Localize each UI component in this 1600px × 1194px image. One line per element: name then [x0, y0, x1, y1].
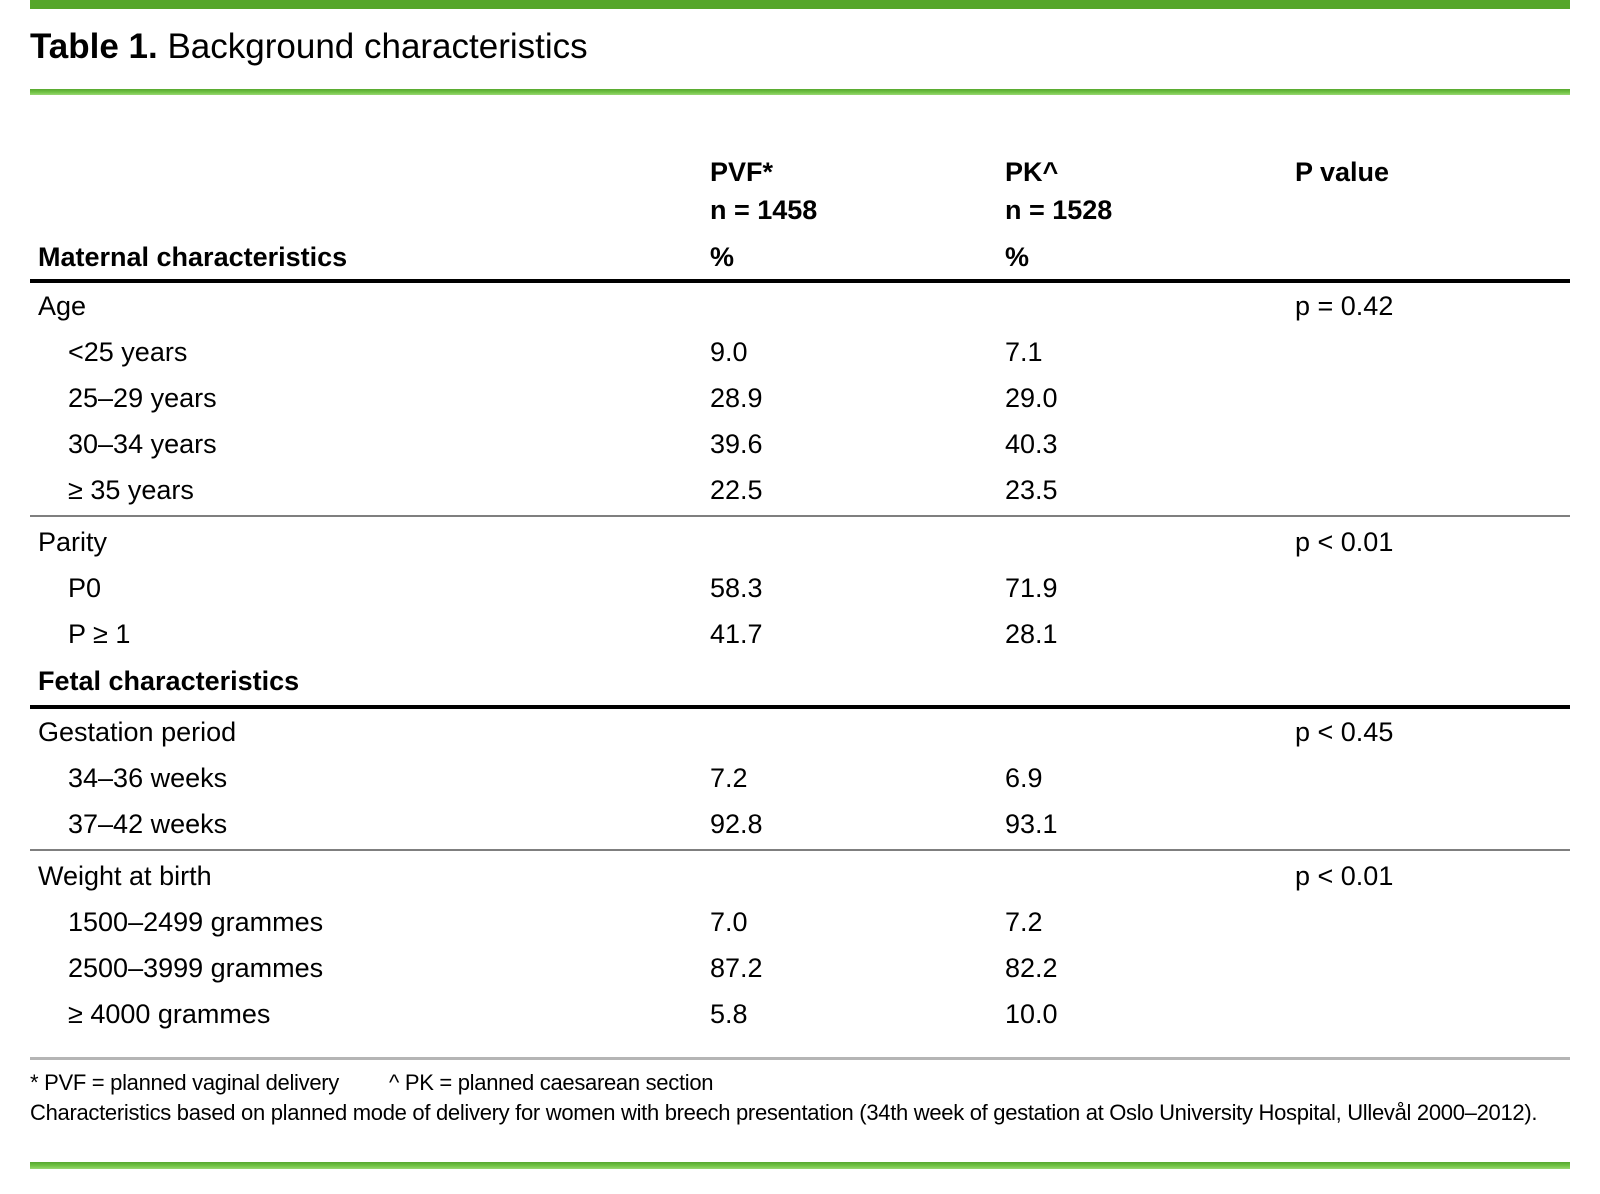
divider-thick — [30, 279, 1570, 283]
pk-value: 6.9 — [1005, 762, 1043, 793]
pvf-column-name: PVF* — [710, 157, 774, 187]
pk-value: 29.0 — [1005, 382, 1058, 413]
row-label: Age — [38, 290, 87, 321]
table-row: 25–29 years 28.9 29.0 — [30, 375, 1570, 421]
pvf-value: 5.8 — [710, 998, 748, 1029]
divider-thin — [30, 849, 1570, 851]
table-title-text: Background characteristics — [157, 27, 588, 66]
table-row: Parity p < 0.01 — [30, 519, 1570, 565]
pvf-value: 92.8 — [710, 808, 763, 839]
row-label: ≥ 4000 grammes — [68, 998, 271, 1029]
row-label: 37–42 weeks — [68, 808, 228, 839]
table-row: Fetal characteristics — [30, 657, 1570, 705]
pk-value: 7.1 — [1005, 336, 1043, 367]
pvf-value: 87.2 — [710, 952, 763, 983]
table-row: 2500–3999 grammes 87.2 82.2 — [30, 945, 1570, 991]
pvf-value: 9.0 — [710, 336, 748, 367]
table-row: 34–36 weeks 7.2 6.9 — [30, 755, 1570, 801]
row-label: P0 — [68, 572, 102, 603]
table-row: ≥ 4000 grammes 5.8 10.0 — [30, 991, 1570, 1037]
column-header-pk: PK^ n = 1528 — [1005, 153, 1295, 229]
row-label: Fetal characteristics — [38, 665, 300, 696]
footnote-divider — [30, 1057, 1570, 1060]
row-label: <25 years — [68, 336, 188, 367]
top-green-bar — [30, 0, 1570, 9]
table-row: P0 58.3 71.9 — [30, 565, 1570, 611]
table-row: P ≥ 1 41.7 28.1 — [30, 611, 1570, 657]
pvf-value: 28.9 — [710, 382, 763, 413]
row-label: 30–34 years — [68, 428, 217, 459]
table-row: Weight at birth p < 0.01 — [30, 853, 1570, 899]
row-label: 25–29 years — [68, 382, 217, 413]
pvf-value: 7.0 — [710, 906, 748, 937]
pvf-value: 39.6 — [710, 428, 763, 459]
table-row: 1500–2499 grammes 7.0 7.2 — [30, 899, 1570, 945]
pk-value: 40.3 — [1005, 428, 1058, 459]
column-header-row: PVF* n = 1458 PK^ n = 1528 P value — [30, 95, 1570, 229]
table-row: ≥ 35 years 22.5 23.5 — [30, 467, 1570, 513]
pk-value: 93.1 — [1005, 808, 1058, 839]
pvf-column-n: n = 1458 — [710, 195, 818, 225]
column-header-pvalue: P value — [1295, 153, 1570, 191]
table-row: Gestation period p < 0.45 — [30, 709, 1570, 755]
p-value: p < 0.45 — [1295, 716, 1394, 747]
pvf-value: 7.2 — [710, 762, 748, 793]
row-label: ≥ 35 years — [68, 474, 194, 505]
table-title: Table 1. Background characteristics — [30, 23, 1570, 71]
row-label: 2500–3999 grammes — [68, 952, 324, 983]
pk-value: 7.2 — [1005, 906, 1043, 937]
pk-column-name: PK^ — [1005, 157, 1059, 187]
section-header-row: Maternal characteristics % % — [30, 229, 1570, 279]
table-row: 30–34 years 39.6 40.3 — [30, 421, 1570, 467]
pvf-value: 41.7 — [710, 618, 763, 649]
table-row: Age p = 0.42 — [30, 283, 1570, 329]
row-label: P ≥ 1 — [68, 618, 131, 649]
divider-thick — [30, 705, 1570, 709]
pvf-value: 58.3 — [710, 572, 763, 603]
pvf-value: 22.5 — [710, 474, 763, 505]
row-label: Weight at birth — [38, 860, 212, 891]
pk-value: 28.1 — [1005, 618, 1058, 649]
table-number: Table 1. — [30, 27, 158, 66]
pk-value: 71.9 — [1005, 572, 1058, 603]
table-figure: Table 1. Background characteristics PVF*… — [30, 0, 1570, 1169]
footnote-pk-definition: ^ PK = planned caesarean section — [388, 1070, 714, 1095]
footnote-line-2: Characteristics based on planned mode of… — [30, 1100, 1538, 1125]
row-label: Gestation period — [38, 716, 237, 747]
pk-value: 82.2 — [1005, 952, 1058, 983]
pk-unit-label: % — [1005, 242, 1030, 272]
section-maternal-label: Maternal characteristics — [38, 242, 348, 272]
p-value: p < 0.01 — [1295, 526, 1394, 557]
pvf-unit-label: % — [710, 242, 735, 272]
row-label: Parity — [38, 526, 108, 557]
footnote-pvf-definition: * PVF = planned vaginal delivery — [30, 1070, 339, 1095]
pk-column-n: n = 1528 — [1005, 195, 1113, 225]
pk-value: 23.5 — [1005, 474, 1058, 505]
p-value: p = 0.42 — [1295, 290, 1394, 321]
pk-value: 10.0 — [1005, 998, 1058, 1029]
p-value: p < 0.01 — [1295, 860, 1394, 891]
title-underline-rule — [30, 89, 1570, 95]
divider-thin — [30, 515, 1570, 517]
table-row: <25 years 9.0 7.1 — [30, 329, 1570, 375]
bottom-green-rule — [30, 1162, 1570, 1169]
footnote-line-1: * PVF = planned vaginal delivery ^ PK = p… — [30, 1068, 1570, 1098]
table-body: Age p = 0.42 <25 years 9.0 7.1 25–29 years 28.… — [30, 283, 1570, 1037]
pvalue-column-name: P value — [1295, 157, 1390, 187]
row-label: 34–36 weeks — [68, 762, 228, 793]
column-header-pvf: PVF* n = 1458 — [710, 153, 1005, 229]
row-label: 1500–2499 grammes — [68, 906, 324, 937]
table-row: 37–42 weeks 92.8 93.1 — [30, 801, 1570, 847]
footnotes: * PVF = planned vaginal delivery ^ PK = p… — [30, 1057, 1570, 1128]
